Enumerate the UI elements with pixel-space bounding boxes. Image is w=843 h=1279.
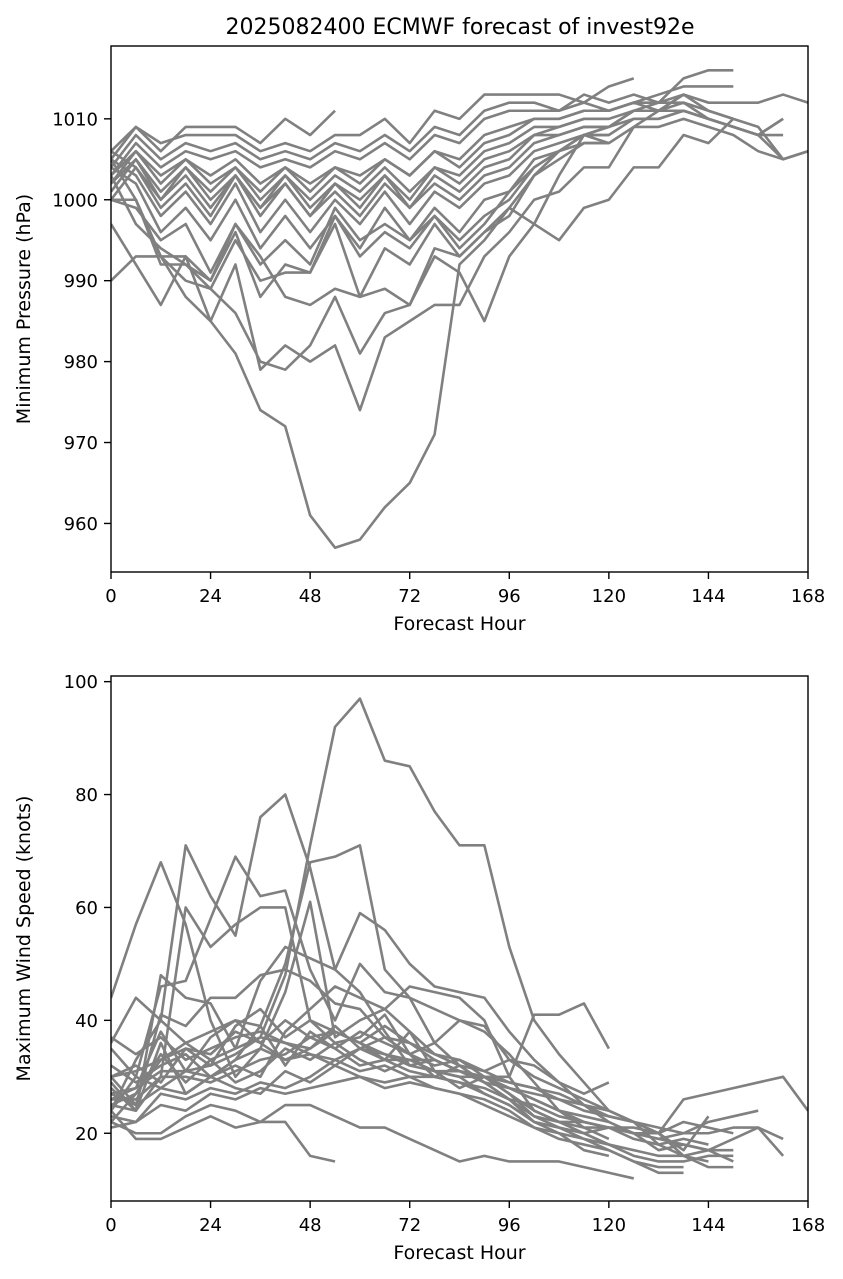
- wind-y-tick-label: 80: [75, 785, 98, 806]
- pressure-x-tick-label: 24: [199, 586, 222, 607]
- pressure-series-line-7: [111, 101, 784, 218]
- wind-x-tick-label: 168: [791, 1215, 825, 1236]
- wind-series-line-14: [111, 1058, 734, 1163]
- pressure-series-line-18: [111, 93, 734, 550]
- wind-series-line-17: [111, 1103, 635, 1180]
- pressure-x-tick-label: 72: [398, 586, 421, 607]
- pressure-series-line-11: [111, 93, 709, 193]
- wind-x-tick-label: 144: [691, 1215, 725, 1236]
- pressure-series-line-1: [111, 109, 336, 153]
- pressure-series-line-16: [111, 109, 784, 412]
- pressure-x-tick-label: 168: [791, 586, 825, 607]
- pressure-y-tick-label: 990: [64, 271, 98, 292]
- pressure-y-tick-label: 980: [64, 352, 98, 373]
- pressure-x-tick-label: 96: [498, 586, 521, 607]
- wind-y-axis-label: Maximum Wind Speed (knots): [13, 796, 35, 1082]
- wind-series-line-21: [111, 1030, 610, 1101]
- wind-series-line-22: [111, 1002, 610, 1079]
- wind-y-tick-label: 100: [64, 672, 98, 693]
- wind-series-line-20: [111, 1007, 610, 1124]
- pressure-y-tick-label: 1000: [52, 190, 98, 211]
- pressure-x-tick-label: 0: [105, 586, 116, 607]
- wind-x-tick-label: 48: [299, 1215, 322, 1236]
- pressure-x-tick-label: 144: [691, 586, 725, 607]
- wind-y-tick-label: 40: [75, 1011, 98, 1032]
- pressure-series-line-15: [111, 125, 610, 274]
- wind-y-tick-label: 20: [75, 1124, 98, 1145]
- pressure-series-line-19: [111, 133, 610, 323]
- wind-x-axis-label: Forecast Hour: [393, 1242, 525, 1264]
- pressure-x-tick-label: 48: [299, 586, 322, 607]
- wind-y-tick-label: 60: [75, 898, 98, 919]
- wind-panel: 0 24 48 72 96 120 144 168 20 40 60 80 100 Forecast Ho…: [13, 672, 825, 1264]
- pressure-panel: 0 24 48 72 96 120 144 168 960 970 980 990 1000 1010 Fo…: [13, 45, 825, 635]
- pressure-y-tick-label: 970: [64, 433, 98, 454]
- wind-series-line-16: [111, 1103, 336, 1163]
- wind-series-line-23: [111, 1047, 610, 1112]
- pressure-y-tick-label: 960: [64, 514, 98, 535]
- pressure-series-line-9: [111, 117, 784, 250]
- wind-x-tick-label: 120: [592, 1215, 626, 1236]
- wind-x-tick-label: 24: [199, 1215, 222, 1236]
- pressure-series-line-17: [111, 117, 808, 371]
- figure-title: 2025082400 ECMWF forecast of invest92e: [226, 15, 695, 40]
- wind-series-line-4: [111, 844, 808, 1135]
- pressure-axes-frame: [110, 45, 809, 573]
- wind-x-tick-label: 96: [498, 1215, 521, 1236]
- pressure-x-tick-label: 120: [592, 586, 626, 607]
- pressure-series-line-12: [111, 117, 609, 210]
- pressure-series-line-2: [111, 77, 635, 161]
- pressure-series-group: [111, 68, 808, 550]
- wind-series-line-15: [111, 1075, 684, 1175]
- pressure-x-axis-label: Forecast Hour: [393, 613, 525, 635]
- wind-x-tick-label: 72: [398, 1215, 421, 1236]
- pressure-y-axis-label: Minimum Pressure (hPa): [13, 194, 35, 424]
- wind-series-line-19: [111, 1024, 759, 1135]
- wind-x-tick-label: 0: [105, 1215, 116, 1236]
- pressure-series-line-13: [111, 133, 609, 299]
- wind-series-group: [111, 697, 808, 1180]
- pressure-series-line-3: [111, 68, 734, 169]
- wind-axes-frame: [110, 675, 809, 1202]
- pressure-y-tick-label: 1010: [52, 109, 98, 130]
